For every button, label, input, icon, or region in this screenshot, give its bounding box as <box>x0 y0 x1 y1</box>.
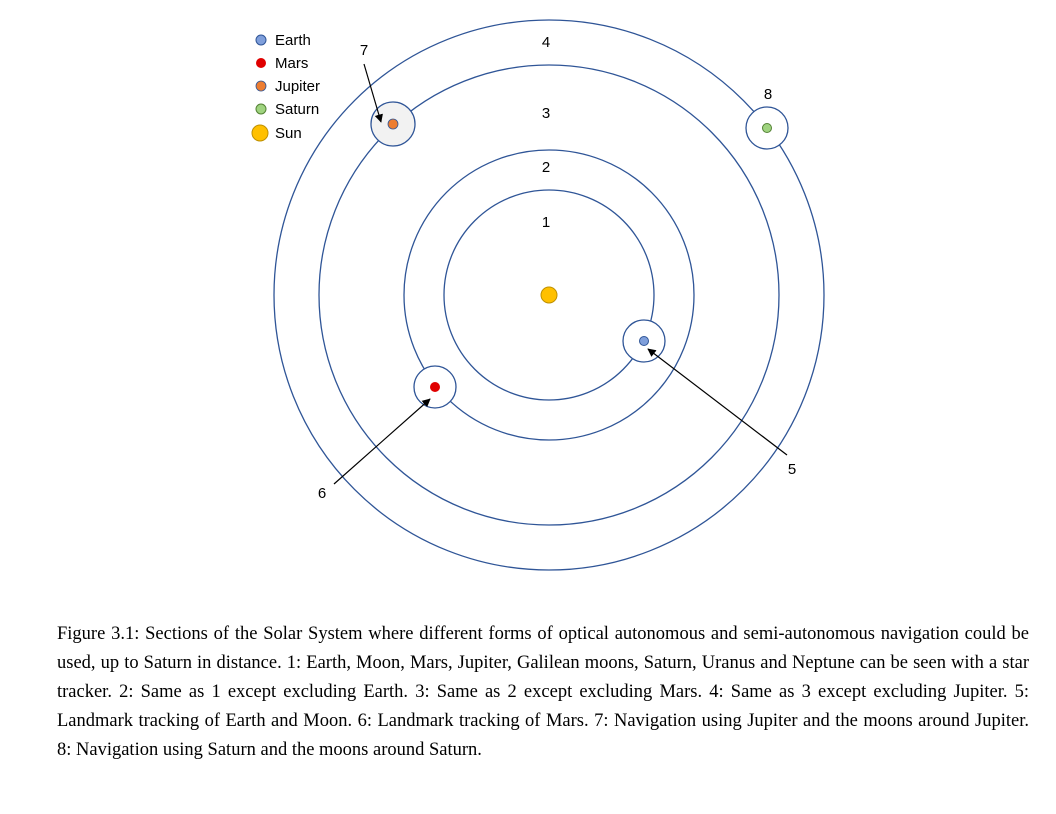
orbit-ring-earth <box>443 189 655 401</box>
legend-label: Jupiter <box>275 78 320 95</box>
orbit-ring-mars <box>403 149 695 441</box>
legend-item-earth: Earth <box>255 32 311 49</box>
earth-marker <box>639 336 649 346</box>
figure-caption: Figure 3.1: Sections of the Solar System… <box>57 624 1029 760</box>
mars-marker <box>430 382 440 392</box>
legend-item-jupiter: Jupiter <box>255 78 320 95</box>
region-label-3: 3 <box>542 105 550 122</box>
callout-label-7: 7 <box>360 42 368 59</box>
sun-marker <box>540 286 558 304</box>
jupiter-neighbourhood <box>370 101 416 147</box>
legend-label: Earth <box>275 32 311 49</box>
legend-label: Sun <box>275 125 302 142</box>
arrow-6 <box>333 398 431 485</box>
orbit-ring-jupiter <box>318 64 780 526</box>
region-label-4: 4 <box>542 34 550 51</box>
arrow-7 <box>363 63 383 123</box>
legend-item-mars: Mars <box>256 55 308 72</box>
orbit-rings <box>273 19 825 571</box>
jupiter-marker <box>387 118 399 130</box>
mars-legend-marker <box>256 58 266 68</box>
saturn-legend-marker <box>255 103 267 115</box>
callout-label-5: 5 <box>788 461 796 478</box>
region-label-1: 1 <box>542 214 550 231</box>
callout-label-8: 8 <box>764 86 772 103</box>
region-label-2: 2 <box>542 159 550 176</box>
legend-label: Mars <box>275 55 308 72</box>
legend: Earth Mars Jupiter Saturn Sun <box>251 32 320 142</box>
legend-item-sun: Sun <box>251 124 302 142</box>
legend-item-saturn: Saturn <box>255 101 319 118</box>
region-labels: 1 2 3 4 <box>542 34 550 231</box>
orbit-ring-saturn <box>273 19 825 571</box>
earth-neighbourhood <box>622 319 666 363</box>
solar-system-diagram: Earth Mars Jupiter Saturn Sun 1 2 3 4 <box>251 19 825 571</box>
earth-legend-marker <box>255 34 267 46</box>
saturn-neighbourhood <box>745 106 789 150</box>
callout-label-6: 6 <box>318 485 326 502</box>
sun-legend-marker <box>251 124 269 142</box>
callout-labels: 5 6 7 8 <box>318 42 796 502</box>
saturn-marker <box>762 123 772 133</box>
arrow-5 <box>647 348 788 456</box>
callout-arrows <box>333 63 788 485</box>
mars-neighbourhood <box>413 365 457 409</box>
legend-label: Saturn <box>275 101 319 118</box>
jupiter-legend-marker <box>255 80 267 92</box>
